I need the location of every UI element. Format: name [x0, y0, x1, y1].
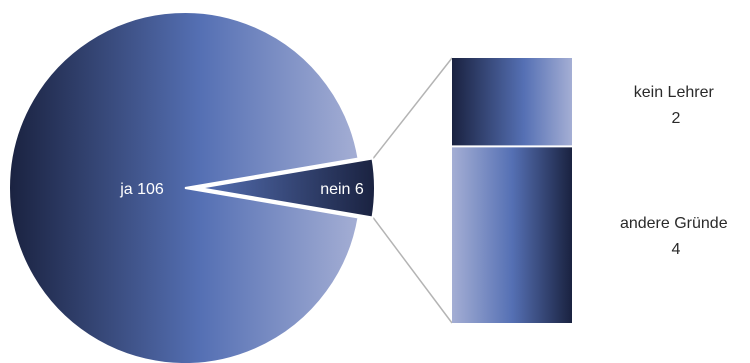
- pie-slice-nein: [198, 157, 376, 219]
- data-label-andere-gruende: andere Gründe 4: [620, 215, 732, 258]
- data-label-kein-lehrer: kein Lehrer 2: [634, 84, 719, 127]
- data-label-nein: nein 6: [320, 181, 364, 198]
- data-label-ja: ja 106: [119, 181, 164, 198]
- data-label-andere-gruende-name: andere Gründe: [620, 215, 728, 232]
- bar-segment-kein-lehrer: [452, 58, 572, 147]
- data-label-andere-gruende-value: 4: [672, 241, 681, 258]
- bar-segment-andere-gruende: [452, 146, 572, 323]
- connector-line-bottom: [370, 215, 453, 324]
- data-label-kein-lehrer-name: kein Lehrer: [634, 84, 715, 101]
- connector-lines: [370, 57, 453, 324]
- data-label-kein-lehrer-value: 2: [672, 110, 681, 127]
- pie-slice-ja: [8, 11, 360, 363]
- connector-line-top: [370, 57, 453, 161]
